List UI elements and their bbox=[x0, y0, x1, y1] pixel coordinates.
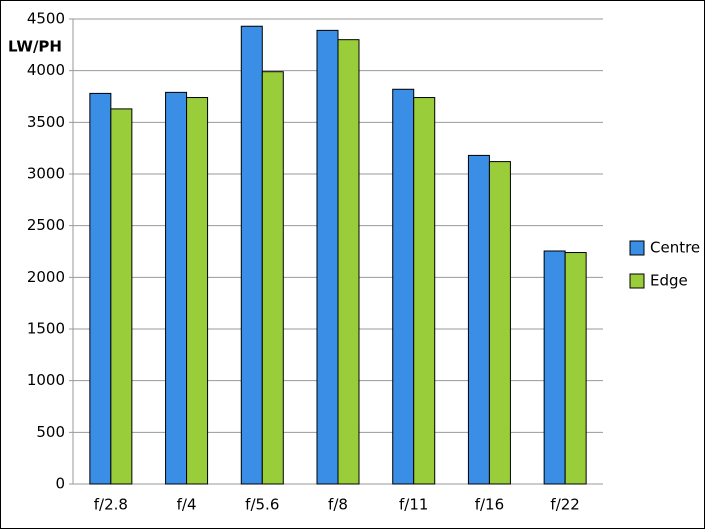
bar bbox=[186, 97, 209, 485]
x-tick-label: f/2.8 bbox=[94, 496, 128, 514]
bar bbox=[467, 154, 490, 485]
bar bbox=[316, 29, 339, 485]
bar bbox=[392, 88, 415, 485]
bar bbox=[413, 97, 436, 485]
x-tick-label: f/22 bbox=[550, 496, 579, 514]
legend-label: Centre bbox=[650, 239, 700, 257]
y-axis-label: LW/PH bbox=[8, 38, 62, 56]
y-tick-label: 1500 bbox=[27, 320, 65, 338]
y-tick-label: 500 bbox=[36, 423, 65, 441]
y-tick-label: 2000 bbox=[27, 268, 65, 286]
bar bbox=[240, 25, 263, 485]
bar bbox=[564, 252, 587, 485]
y-tick-label: 0 bbox=[55, 475, 65, 493]
legend-swatch bbox=[629, 240, 645, 256]
x-tick-label: f/4 bbox=[177, 496, 197, 514]
y-tick-label: 3500 bbox=[27, 113, 65, 131]
y-tick-label: 4500 bbox=[27, 10, 65, 28]
bar bbox=[110, 108, 133, 485]
x-tick-label: f/5.6 bbox=[245, 496, 279, 514]
x-tick-label: f/16 bbox=[475, 496, 504, 514]
bar bbox=[488, 161, 511, 485]
bar bbox=[337, 39, 360, 485]
y-tick-label: 4000 bbox=[27, 61, 65, 79]
x-tick-label: f/11 bbox=[399, 496, 428, 514]
bar bbox=[89, 92, 112, 485]
legend-label: Edge bbox=[650, 272, 688, 290]
y-tick-label: 3000 bbox=[27, 165, 65, 183]
bar bbox=[165, 91, 188, 485]
y-tick-label: 2500 bbox=[27, 216, 65, 234]
x-tick-label: f/8 bbox=[328, 496, 348, 514]
y-tick-label: 1000 bbox=[27, 371, 65, 389]
bar bbox=[543, 250, 566, 485]
legend-swatch bbox=[629, 273, 645, 289]
bar bbox=[261, 71, 284, 485]
